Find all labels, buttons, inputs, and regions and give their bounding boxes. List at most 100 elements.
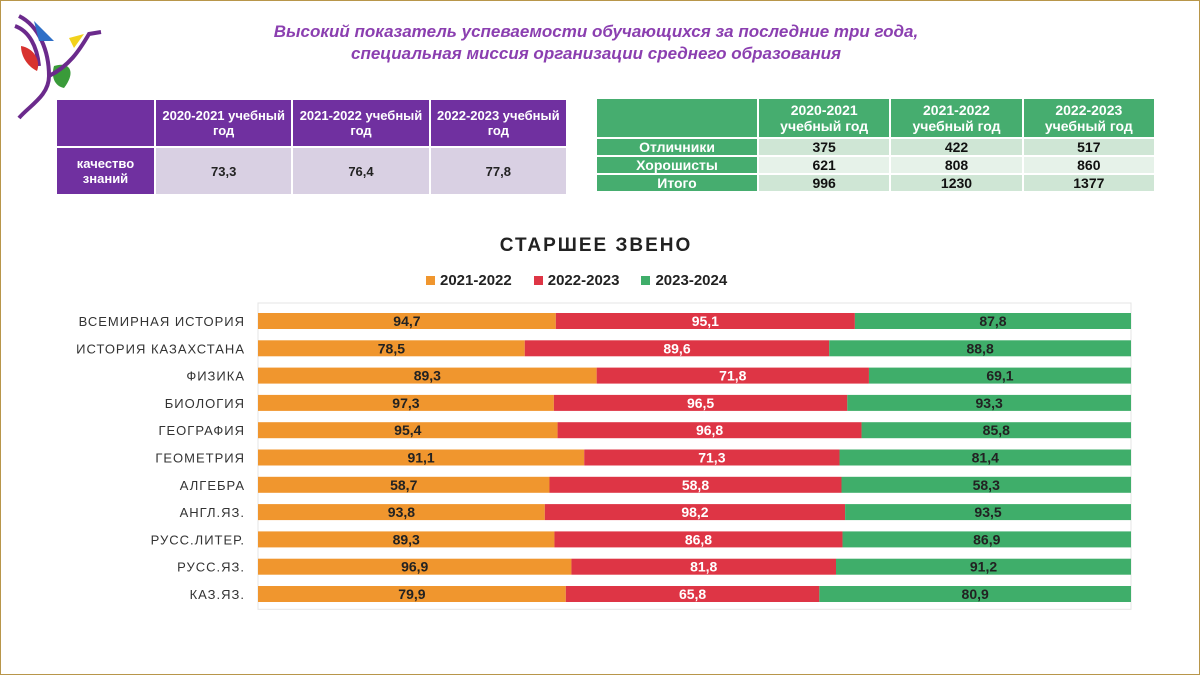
legend-swatch [426, 276, 435, 285]
bar-segment [854, 313, 1131, 329]
value-cell: 422 [889, 137, 1024, 157]
row-label: качество знаний [55, 146, 156, 196]
bar-segment [868, 367, 1131, 384]
bar-segment [258, 367, 597, 384]
data-label: 86,9 [973, 531, 1000, 547]
category-label: ГЕОГРАФИЯ [158, 423, 245, 438]
data-label: 91,1 [407, 450, 434, 466]
row-label: Хорошисты [595, 155, 759, 175]
value-cell: 996 [756, 173, 892, 193]
value-cell: 76,4 [291, 146, 431, 196]
bar-segment [845, 504, 1131, 521]
header-cell: 2022-2023 учебный год [428, 98, 569, 148]
header-cell: 2021-2022 учебный год [889, 97, 1024, 139]
data-label: 94,7 [393, 313, 420, 329]
data-label: 89,3 [414, 368, 441, 384]
category-label: АЛГЕБРА [180, 478, 245, 493]
data-label: 58,8 [682, 477, 709, 493]
bar-segment [549, 476, 842, 493]
data-label: 79,9 [398, 586, 425, 602]
bar-segment [839, 449, 1131, 466]
data-label: 97,3 [392, 395, 419, 411]
bar-segment [819, 586, 1131, 602]
data-label: 95,4 [394, 422, 421, 438]
header-cell: 2021-2022 учебный год [291, 98, 431, 148]
data-label: 98,2 [681, 504, 708, 520]
chart-legend: 2021-2022 2022-2023 2023-2024 [426, 272, 727, 289]
value-cell: 73,3 [153, 146, 294, 196]
value-cell: 1230 [889, 173, 1024, 193]
row-label: Итого [595, 173, 759, 193]
bar-segment [258, 394, 554, 411]
bar-segment [524, 340, 830, 357]
category-label: КАЗ.ЯЗ. [190, 587, 245, 602]
bar-segment [584, 449, 840, 466]
data-label: 89,6 [663, 340, 690, 356]
legend-label: 2023-2024 [655, 272, 728, 289]
bar-segment [596, 367, 869, 384]
data-label: 87,8 [979, 313, 1006, 329]
title-line-1: Высокий показатель успеваемости обучающи… [273, 22, 919, 41]
category-label: ИСТОРИЯ КАЗАХСТАНА [76, 341, 245, 356]
data-label: 91,2 [970, 559, 997, 575]
header-cell: 2020-2021 учебный год [756, 97, 892, 139]
row-label: Отличники [595, 137, 759, 157]
data-label: 71,3 [698, 450, 725, 466]
value-cell: 860 [1021, 155, 1157, 175]
category-label: ФИЗИКА [186, 369, 245, 384]
value-cell: 621 [756, 155, 892, 175]
bar-segment [258, 504, 545, 521]
bar-segment [553, 394, 848, 411]
bar-segment [861, 422, 1131, 439]
data-label: 89,3 [393, 531, 420, 547]
value-cell: 517 [1021, 137, 1157, 157]
bar-segment [258, 476, 550, 493]
stacked-bar-chart: ВСЕМИРНАЯ ИСТОРИЯ 94,7 95,1 87,8 ИСТОРИЯ КАЗ… [76, 302, 1132, 610]
data-label: 78,5 [378, 340, 405, 356]
data-label: 65,8 [679, 586, 706, 602]
data-label: 95,1 [692, 313, 719, 329]
quality-table: 2020-2021 учебный год 2021-2022 учебный … [55, 98, 569, 196]
bar-segment [847, 394, 1131, 411]
data-label: 88,8 [966, 340, 993, 356]
legend-item: 2022-2023 [533, 272, 620, 289]
data-label: 69,1 [986, 368, 1013, 384]
legend-label: 2021-2022 [440, 272, 512, 289]
data-label: 85,8 [983, 422, 1010, 438]
value-cell: 375 [756, 137, 892, 157]
bar-segment [258, 531, 555, 548]
bar-segment [842, 531, 1131, 548]
legend-label: 2022-2023 [547, 272, 620, 289]
data-label: 93,5 [974, 504, 1001, 520]
legend-swatch [533, 276, 543, 285]
slide-title: Высокий показатель успеваемости обучающи… [231, 21, 961, 65]
data-label: 96,9 [401, 559, 428, 575]
data-label: 80,9 [962, 586, 989, 602]
data-label: 81,4 [972, 450, 999, 466]
legend-item: 2023-2024 [641, 272, 727, 289]
category-label: ГЕОМЕТРИЯ [155, 451, 245, 466]
data-label: 71,8 [719, 368, 746, 384]
data-label: 96,5 [687, 395, 714, 411]
data-label: 96,8 [696, 422, 723, 438]
header-cell: 2022-2023 учебный год [1021, 97, 1157, 139]
data-label: 58,7 [390, 477, 417, 493]
bar-segment [258, 422, 558, 439]
students-table: 2020-2021 учебный год 2021-2022 учебный … [595, 97, 1157, 193]
header-cell: 2020-2021 учебный год [153, 98, 294, 148]
data-label: 81,8 [690, 559, 717, 575]
chart-title: СТАРШЕЕ ЗВЕНО [499, 235, 693, 256]
bar-segment [258, 558, 572, 575]
value-cell: 808 [889, 155, 1024, 175]
bar-segment [571, 558, 837, 575]
data-label: 93,3 [976, 395, 1003, 411]
category-label: РУСС.ЯЗ. [177, 560, 245, 575]
bar-segment [555, 313, 855, 329]
bar-segment [554, 531, 843, 548]
value-cell: 77,8 [428, 146, 569, 196]
bar-segment [258, 449, 585, 466]
legend-swatch [641, 276, 651, 285]
bar-segment [258, 586, 566, 602]
bar-segment [841, 476, 1131, 493]
